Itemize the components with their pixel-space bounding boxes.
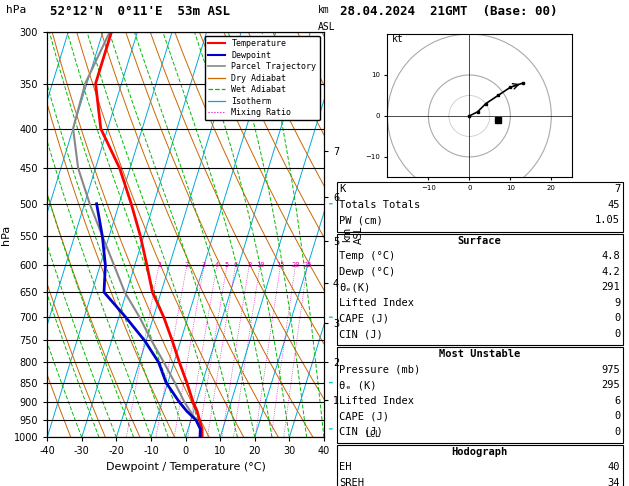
- Text: 20: 20: [291, 262, 299, 268]
- Y-axis label: km
ASL: km ASL: [342, 226, 364, 243]
- Text: 291: 291: [601, 282, 620, 293]
- Text: EH: EH: [339, 462, 352, 472]
- Text: Lifted Index: Lifted Index: [339, 396, 414, 406]
- Text: Most Unstable: Most Unstable: [439, 349, 520, 359]
- Text: 0: 0: [614, 313, 620, 324]
- Text: PW (cm): PW (cm): [339, 215, 383, 226]
- Text: 34: 34: [608, 478, 620, 486]
- Text: 28.04.2024  21GMT  (Base: 00): 28.04.2024 21GMT (Base: 00): [340, 5, 557, 18]
- Text: 40: 40: [608, 462, 620, 472]
- Text: 1: 1: [157, 262, 161, 268]
- Text: Pressure (mb): Pressure (mb): [339, 364, 420, 375]
- Text: 6: 6: [233, 262, 238, 268]
- Text: 3: 3: [202, 262, 206, 268]
- Text: 4.2: 4.2: [601, 267, 620, 277]
- Text: 45: 45: [608, 200, 620, 210]
- Text: 1.05: 1.05: [595, 215, 620, 226]
- Text: 52°12'N  0°11'E  53m ASL: 52°12'N 0°11'E 53m ASL: [50, 5, 230, 18]
- Text: 295: 295: [601, 380, 620, 390]
- Text: Lifted Index: Lifted Index: [339, 298, 414, 308]
- Text: 25: 25: [303, 262, 311, 268]
- Text: 0: 0: [614, 329, 620, 339]
- Text: 9: 9: [614, 298, 620, 308]
- Text: hPa: hPa: [6, 5, 26, 15]
- Text: Dewp (°C): Dewp (°C): [339, 267, 395, 277]
- Text: SREH: SREH: [339, 478, 364, 486]
- Text: CIN (J): CIN (J): [339, 329, 383, 339]
- Text: 4.8: 4.8: [601, 251, 620, 261]
- Text: 7: 7: [614, 184, 620, 194]
- Text: θₑ (K): θₑ (K): [339, 380, 377, 390]
- Text: CAPE (J): CAPE (J): [339, 313, 389, 324]
- Text: kt: kt: [391, 34, 403, 44]
- Text: CIN (J): CIN (J): [339, 427, 383, 437]
- Text: LCL: LCL: [365, 430, 381, 438]
- Text: K: K: [339, 184, 345, 194]
- Text: 4: 4: [214, 262, 219, 268]
- Text: θₑ(K): θₑ(K): [339, 282, 370, 293]
- Text: Totals Totals: Totals Totals: [339, 200, 420, 210]
- Text: Surface: Surface: [458, 236, 501, 246]
- Text: 5: 5: [225, 262, 229, 268]
- Legend: Temperature, Dewpoint, Parcel Trajectory, Dry Adiabat, Wet Adiabat, Isotherm, Mi: Temperature, Dewpoint, Parcel Trajectory…: [205, 36, 320, 121]
- Text: 8: 8: [247, 262, 252, 268]
- Text: 6: 6: [614, 396, 620, 406]
- Text: 10: 10: [256, 262, 264, 268]
- Y-axis label: hPa: hPa: [1, 225, 11, 244]
- Text: 975: 975: [601, 364, 620, 375]
- Text: Temp (°C): Temp (°C): [339, 251, 395, 261]
- X-axis label: Dewpoint / Temperature (°C): Dewpoint / Temperature (°C): [106, 462, 265, 472]
- Text: CAPE (J): CAPE (J): [339, 411, 389, 421]
- Text: 2: 2: [185, 262, 189, 268]
- Text: ASL: ASL: [318, 22, 335, 32]
- Text: km: km: [318, 5, 330, 15]
- Text: 15: 15: [276, 262, 285, 268]
- Text: 0: 0: [614, 411, 620, 421]
- Text: 0: 0: [614, 427, 620, 437]
- Text: Hodograph: Hodograph: [452, 447, 508, 457]
